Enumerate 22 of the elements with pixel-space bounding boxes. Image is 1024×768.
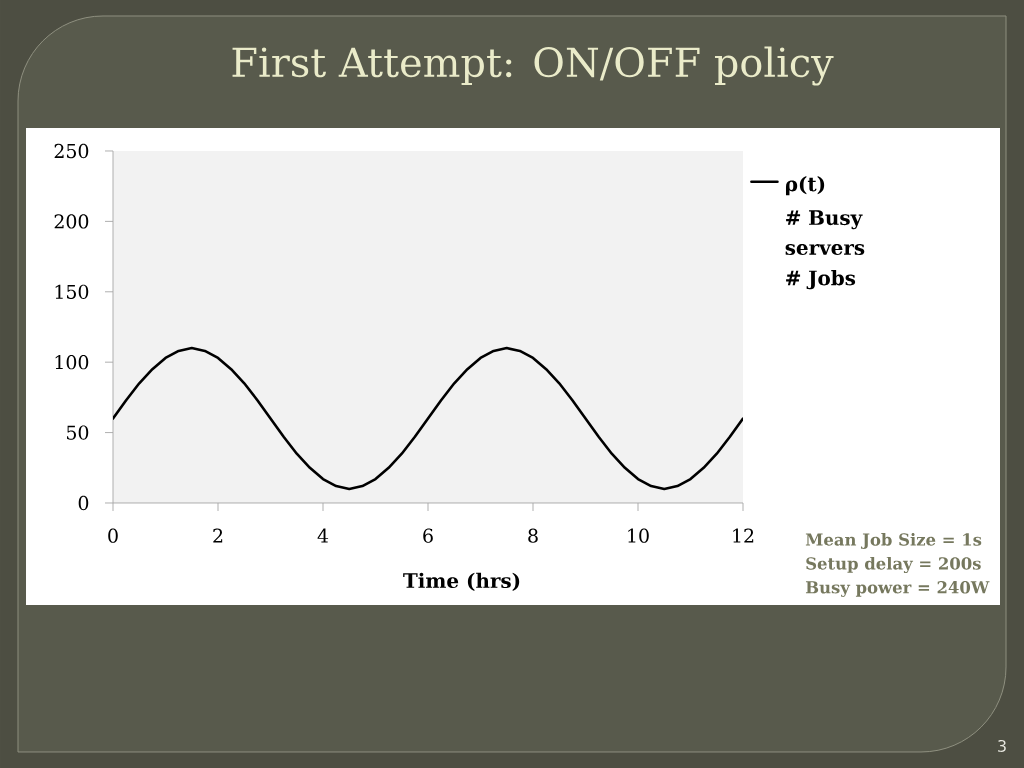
x-tick-label: 8 [528,528,538,543]
y-tick-label: 100 [55,355,89,370]
x-tick-label: 4 [317,528,329,543]
x-tick-label: 10 [628,528,649,543]
x-tick-label: 6 [423,528,433,543]
x-tick-label: 2 [213,528,223,543]
text: # Jobs [786,270,856,290]
chart-title: First Attempt: ON/OFF policy [232,46,834,86]
text: Busy power = 240W [805,581,990,597]
text: Mean Job Size = 1s [805,533,982,549]
y-tick-label: 0 [78,495,89,511]
legend-label: ρ(t) [785,176,825,196]
text: # Busy servers [785,210,865,256]
x-axis-title: Time (hrs) [403,572,520,591]
y-tick-label: 200 [54,214,89,229]
text: 3 [998,739,1006,753]
text: Setup delay = 200s [806,556,981,574]
y-tick-label: 150 [55,284,89,299]
x-tick-label: 12 [733,528,754,543]
x-tick-label: 0 [108,528,118,543]
y-tick-label: 250 [54,143,89,159]
y-tick-label: 50 [67,425,89,440]
